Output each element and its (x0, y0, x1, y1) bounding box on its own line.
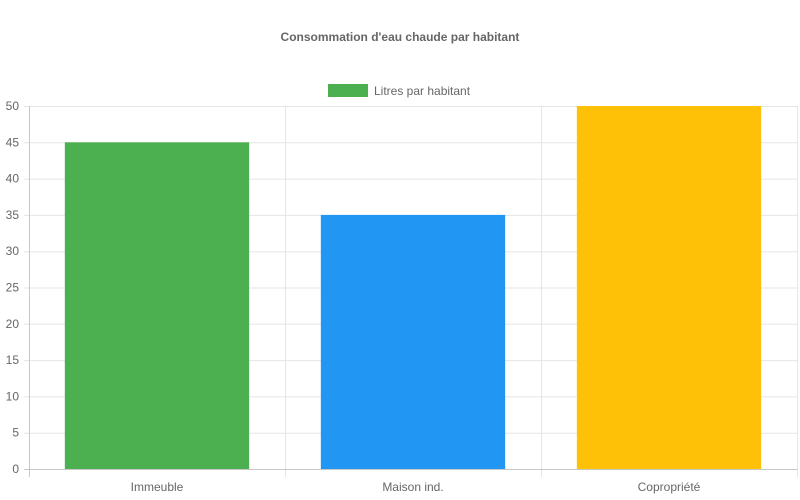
y-tick-label: 40 (6, 172, 20, 186)
y-axis-ticks: 0 5 10 15 20 25 30 35 40 45 50 (6, 99, 20, 476)
bar-maison-ind[interactable] (320, 214, 506, 469)
y-tick-label: 15 (6, 353, 20, 367)
bar-copropri-t[interactable] (576, 106, 762, 469)
legend-label: Litres par habitant (374, 84, 471, 98)
y-tick-label: 30 (6, 244, 20, 258)
y-tick-label: 20 (6, 317, 20, 331)
legend-swatch (328, 84, 368, 97)
y-tick-label: 25 (6, 281, 20, 295)
bar-immeuble[interactable] (64, 142, 250, 470)
y-tick-label: 35 (6, 208, 20, 222)
x-tick-label: Maison ind. (382, 480, 443, 494)
y-tick-label: 50 (6, 99, 20, 113)
bars (64, 106, 762, 470)
y-tick-label: 10 (6, 389, 20, 403)
x-axis-ticks: Immeuble Maison ind. Copropriété (131, 480, 701, 494)
y-tick-label: 0 (12, 462, 19, 476)
axes (24, 106, 797, 477)
y-tick-label: 45 (6, 135, 20, 149)
chart-title: Consommation d'eau chaude par habitant (281, 30, 520, 44)
x-tick-label: Immeuble (131, 480, 184, 494)
y-tick-label: 5 (12, 426, 19, 440)
legend[interactable]: Litres par habitant (328, 84, 471, 98)
x-tick-label: Copropriété (638, 480, 701, 494)
